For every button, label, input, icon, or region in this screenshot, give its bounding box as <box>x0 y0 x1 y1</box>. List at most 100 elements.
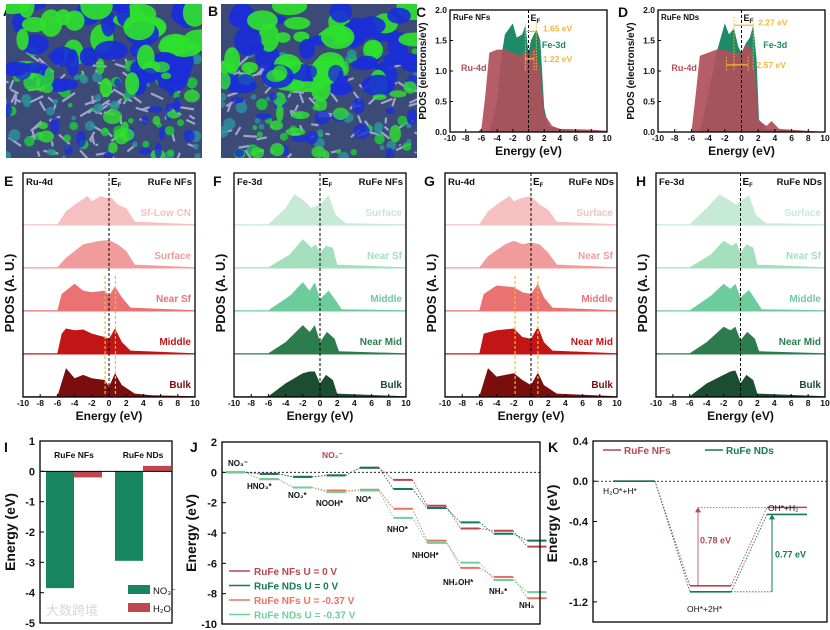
row-label: Middle <box>581 294 613 305</box>
intermediate-label: H₂O*+H* <box>603 486 637 496</box>
connector <box>378 467 394 490</box>
x-tick-label: -6 <box>478 133 486 143</box>
atom <box>235 101 248 114</box>
atom <box>61 155 66 158</box>
charge-density-lobe <box>114 78 121 87</box>
y-axis-title: PDOS (A. U.) <box>635 254 650 333</box>
lattice-bond <box>185 118 196 126</box>
connector <box>311 487 327 493</box>
x-tick-label: -2 <box>509 133 517 143</box>
x-tick-label: -8 <box>671 133 679 143</box>
charge-density-lobe <box>140 67 158 84</box>
charge-density-lobe <box>329 4 353 23</box>
lattice-bond <box>133 96 143 104</box>
x-tick-label: 8 <box>597 398 602 408</box>
intermediate-label: NHO* <box>387 525 409 534</box>
atom <box>406 138 412 144</box>
lattice-bond <box>391 97 397 107</box>
fermi-level-label: EF <box>322 177 333 189</box>
x-tick-label: -2 <box>88 398 96 408</box>
y-tick-label: -6 <box>207 558 217 570</box>
connector <box>512 579 528 593</box>
connector <box>345 490 361 493</box>
x-tick-label: -6 <box>688 133 696 143</box>
atom <box>63 134 72 143</box>
y-axis-title: PDOS (electrons/eV) <box>626 22 637 119</box>
connector <box>311 487 327 491</box>
charge-density-lobe <box>141 115 149 125</box>
y-tick-label: -10 <box>201 619 217 630</box>
y-tick-label: 0 <box>29 466 35 478</box>
pdos-row-bulk <box>23 368 195 397</box>
charge-density-lobe <box>234 148 245 158</box>
lattice-bond <box>31 130 36 140</box>
charge-density-lobe <box>149 106 163 113</box>
fermi-level-label: EF <box>533 177 544 189</box>
x-tick-label: -6 <box>265 398 273 408</box>
charge-density-lobe <box>108 141 118 154</box>
charge-density-lobe <box>123 14 155 41</box>
lattice-bond <box>89 139 93 143</box>
y-tick-label: 2 <box>211 437 217 449</box>
x-tick-label: 10 <box>820 133 830 143</box>
y-tick-label: 0.5 <box>435 97 447 107</box>
bar-h2o <box>74 471 102 478</box>
panel-label-d: D <box>618 4 628 20</box>
watermark-logo: 大数跨境 <box>46 603 98 618</box>
lattice-bond <box>413 89 417 93</box>
charge-density-lobe <box>305 65 317 79</box>
x-tick-label: 6 <box>158 398 163 408</box>
connector <box>378 490 394 519</box>
charge-density-lobe <box>103 109 123 125</box>
intermediate-label-no2: NO₂⁻ <box>322 450 344 460</box>
connector <box>654 481 691 592</box>
lattice-bond <box>188 114 196 120</box>
y-tick-label: 0.5 <box>643 97 655 107</box>
panel-label-i: I <box>4 439 8 455</box>
atom <box>346 49 357 60</box>
lattice-bond <box>6 97 8 107</box>
lattice-bond <box>91 135 96 145</box>
charge-density-render-b <box>221 4 417 158</box>
charge-density-lobe <box>182 4 202 27</box>
intermediate-label: NHOH* <box>412 551 440 560</box>
charge-density-lobe <box>16 28 29 51</box>
charge-density-lobe <box>298 38 315 60</box>
charge-density-lobe <box>389 90 407 98</box>
lattice-bond <box>243 134 258 138</box>
charge-density-lobe <box>160 72 172 80</box>
row-label: Sf-Low CN <box>140 208 191 219</box>
row-label: Near Mid <box>779 337 821 348</box>
connector <box>479 528 495 532</box>
charge-density-lobe <box>119 128 135 142</box>
charge-density-lobe <box>363 39 384 60</box>
charge-density-lobe <box>66 49 79 77</box>
intermediate-label: NO₃⁻ <box>228 459 248 468</box>
charge-density-lobe <box>48 51 65 62</box>
charge-density-lobe <box>153 61 170 73</box>
x-axis-title: Energy (eV) <box>498 409 565 423</box>
x-tick-label: 2 <box>546 398 551 408</box>
charge-density-lobe <box>334 26 348 39</box>
bar-h2o <box>143 465 171 472</box>
row-label: Middle <box>159 337 191 348</box>
fermi-level-label: EF <box>531 13 541 25</box>
x-tick-label: 2 <box>755 398 760 408</box>
x-tick-label: -4 <box>703 398 711 408</box>
atom <box>71 115 76 121</box>
lattice-bond <box>95 143 99 147</box>
panel-label-f: F <box>213 173 222 189</box>
fermi-level-label: EF <box>744 13 754 25</box>
y-tick-label: -4 <box>207 528 218 540</box>
connector <box>244 471 260 480</box>
atom <box>379 144 385 151</box>
lattice-bond <box>329 91 339 103</box>
atom <box>223 117 236 130</box>
lattice-bond <box>79 149 89 158</box>
lattice-bond <box>292 90 305 94</box>
charge-density-lobe <box>285 127 306 136</box>
y-tick-label: 2.0 <box>435 5 447 15</box>
fermi-label-main: E <box>743 177 750 188</box>
x-axis-title: Energy (eV) <box>495 144 562 158</box>
